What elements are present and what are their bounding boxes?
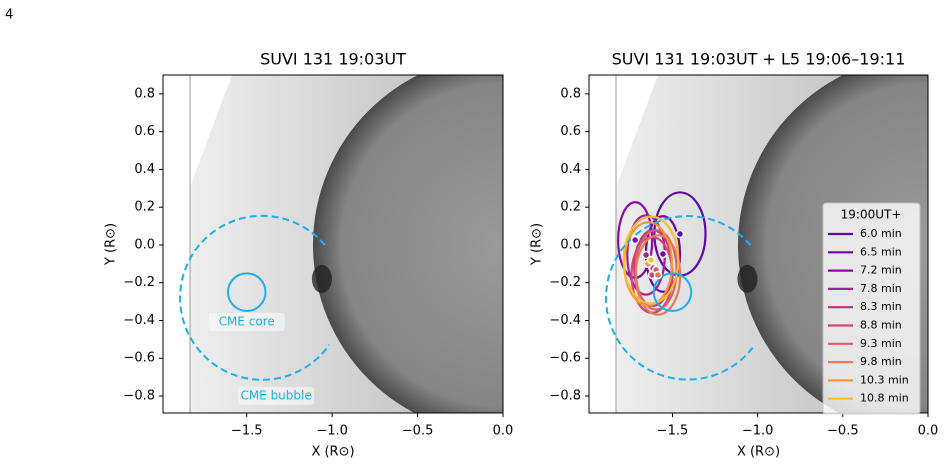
core-circle [652,272,693,312]
legend-title: 19:00UT+ [841,208,902,222]
y-tick-label: −0.8 [549,389,581,404]
x-tick-label: −1.5 [657,424,689,439]
x-tick-label: −0.5 [827,424,859,439]
y-tick-label: −0.8 [123,389,155,404]
sun-disk [313,75,503,413]
y-label: Y (R⊙) [104,223,119,266]
center-point [641,250,651,260]
legend-label: 8.3 min [860,300,902,313]
y-tick-label: 0.4 [134,162,155,177]
y-tick-label: 0.0 [560,237,581,252]
legend-label: 7.8 min [860,282,902,295]
page-number: 4 [5,8,13,23]
circle-label: CME core [219,314,275,328]
center-point [675,229,685,239]
y-tick-label: 0.6 [560,124,581,139]
dark-region [311,264,332,293]
legend-label: 6.0 min [860,227,902,240]
x-tick-label: −0.5 [402,424,434,439]
legend-label: 9.3 min [860,337,902,350]
legend-label: 10.3 min [860,373,909,386]
bubble-circle [179,214,331,381]
y-tick-label: −0.4 [549,313,581,328]
legend-label: 6.5 min [860,245,902,258]
core-circle [226,272,267,312]
frame [162,74,504,414]
frame [588,74,929,414]
label-box [238,386,315,405]
center-point [630,235,640,245]
y-tick-label: 0.6 [134,124,155,139]
x-label: X (R⊙) [311,445,354,460]
x-tick-label: 0.0 [918,424,939,439]
y-tick-label: 0.0 [134,237,155,252]
y-tick-label: 0.2 [134,200,155,215]
label-box [208,312,285,331]
y-tick-label: 0.4 [560,162,581,177]
y-tick-label: −0.4 [123,313,155,328]
ellipse [622,215,680,305]
y-tick-label: 0.8 [134,86,155,101]
center-point [653,270,663,280]
y-tick-label: −0.6 [123,351,155,366]
y-tick-label: 0.8 [560,86,581,101]
legend-label: 8.8 min [860,319,902,332]
x-tick-label: −1.0 [316,424,348,439]
legend-label: 7.2 min [860,264,902,277]
y-tick-label: −0.2 [549,275,581,290]
legend-label: 10.8 min [860,392,909,405]
x-label: X (R⊙) [737,445,780,460]
panel-title: SUVI 131 19:03UT [260,50,406,69]
y-label: Y (R⊙) [530,223,545,266]
bubble-circle [605,215,756,381]
x-tick-label: 0.0 [493,424,514,439]
center-point [658,249,668,259]
x-tick-label: −1.5 [231,424,263,439]
y-tick-label: −0.6 [549,351,581,366]
y-tick-label: −0.2 [123,275,155,290]
y-tick-label: 0.2 [560,200,581,215]
legend-label: 9.8 min [860,355,902,368]
x-tick-label: −1.0 [742,424,774,439]
center-point [646,255,656,265]
panel-title: SUVI 131 19:03UT + L5 19:06–19:11 [612,50,906,69]
circle-label: CME bubble [240,388,311,402]
dark-region [737,264,758,293]
